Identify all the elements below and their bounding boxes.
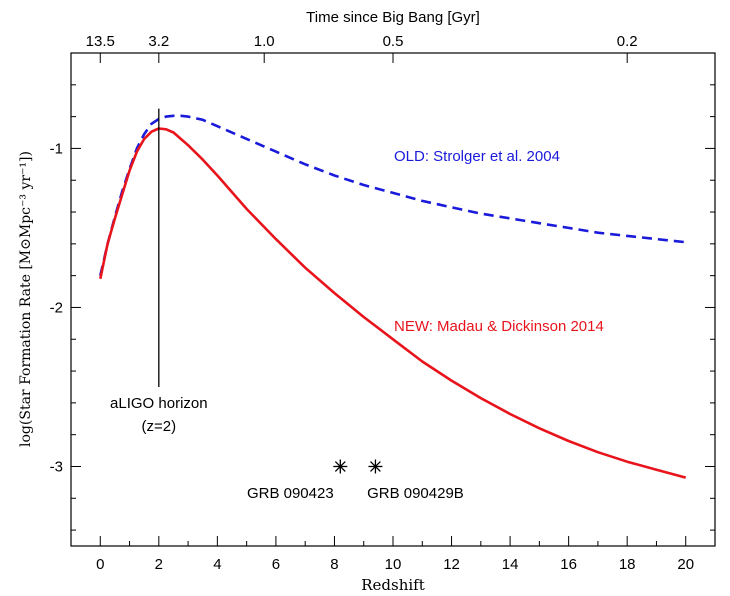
top-tick-label: 13.5: [86, 33, 115, 50]
series-labels: OLD: Strolger et al. 2004 NEW: Madau & Di…: [394, 148, 604, 335]
plot-frame: [70, 52, 716, 547]
x-tick-label: 8: [330, 556, 338, 573]
asterisk-stroke: [370, 461, 381, 472]
aligo-horizon-sublabel: (z=2): [142, 418, 177, 435]
top-tick-label: 0.5: [383, 33, 404, 50]
grb-label-2: GRB 090429B: [367, 485, 464, 502]
series-group: [99, 114, 687, 479]
top-tick-label: 0.2: [617, 33, 638, 50]
top-ticks: 13.5 3.2 1.0 0.5 0.2: [86, 33, 638, 63]
y-ticks: -3 -2 -1: [50, 52, 715, 531]
x-tick-label: 6: [272, 556, 280, 573]
grb-label-1: GRB 090423: [247, 485, 334, 502]
old-series-label: OLD: Strolger et al. 2004: [394, 148, 560, 165]
top-tick-label: 1.0: [254, 33, 275, 50]
x-axis-label: Redshift: [361, 576, 425, 594]
grb-points: GRB 090423 GRB 090429B: [247, 459, 464, 502]
y-tick-label: -2: [50, 299, 63, 316]
y-axis-label: log(Star Formation Rate [M⊙Mpc⁻³ yr⁻¹]): [18, 151, 34, 447]
x-tick-label: 20: [677, 556, 694, 573]
new-madau-curve: [99, 127, 687, 479]
x-tick-label: 10: [385, 556, 402, 573]
x-tick-label: 0: [96, 556, 104, 573]
x-tick-label: 14: [502, 556, 519, 573]
new-series-label: NEW: Madau & Dickinson 2014: [394, 318, 604, 335]
y-tick-label: -3: [50, 458, 63, 475]
aligo-horizon-label: aLIGO horizon: [110, 395, 208, 412]
y-tick-label: -1: [50, 140, 63, 157]
x-tick-label: 18: [619, 556, 636, 573]
x-tick-label: 16: [560, 556, 577, 573]
x-tick-label: 2: [155, 556, 163, 573]
top-tick-label: 3.2: [148, 33, 169, 50]
grb-point-2: [368, 459, 383, 474]
x-tick-label: 4: [213, 556, 221, 573]
x-ticks: 0 2 4 6 8 10 12 14 16 18 20: [96, 536, 694, 573]
grb-point-1: [333, 459, 348, 474]
asterisk-stroke: [334, 461, 346, 472]
old-strolger-curve: [99, 114, 686, 276]
top-axis-label: Time since Big Bang [Gyr]: [306, 9, 480, 26]
x-tick-label: 12: [443, 556, 460, 573]
